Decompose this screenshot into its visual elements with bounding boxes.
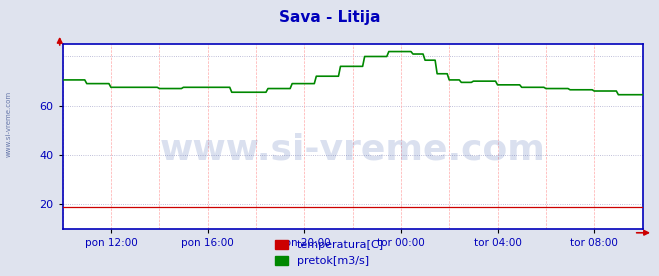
Text: www.si-vreme.com: www.si-vreme.com xyxy=(159,132,546,166)
Text: Sava - Litija: Sava - Litija xyxy=(279,10,380,25)
Legend: temperatura[C], pretok[m3/s]: temperatura[C], pretok[m3/s] xyxy=(270,235,389,270)
Text: www.si-vreme.com: www.si-vreme.com xyxy=(5,91,11,157)
